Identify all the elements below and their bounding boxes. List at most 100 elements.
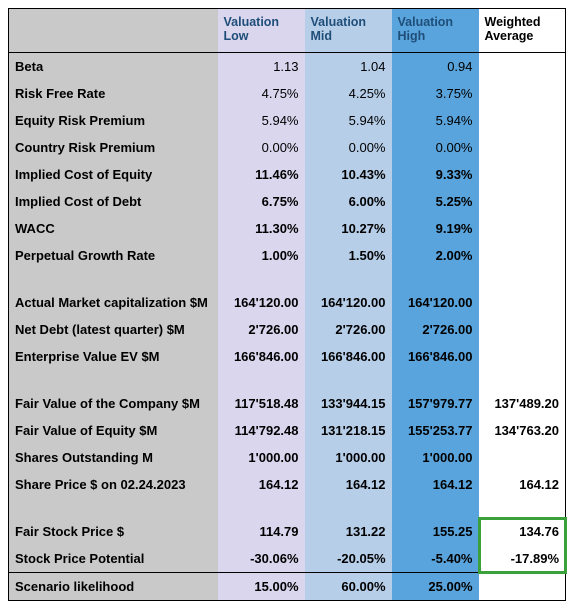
shares-wavg	[479, 444, 566, 471]
label-crp: Country Risk Premium	[9, 134, 218, 161]
row-icoe: Implied Cost of Equity 11.46% 10.43% 9.3…	[9, 161, 566, 188]
fsp-high: 155.25	[392, 518, 479, 545]
scen-high: 25.00%	[392, 573, 479, 601]
label-fvco: Fair Value of the Company $M	[9, 390, 218, 417]
spacer-3	[9, 498, 566, 518]
ndebt-high: 2'726.00	[392, 316, 479, 343]
label-pgr: Perpetual Growth Rate	[9, 242, 218, 269]
beta-low: 1.13	[218, 53, 305, 81]
row-icod: Implied Cost of Debt 6.75% 6.00% 5.25%	[9, 188, 566, 215]
crp-low: 0.00%	[218, 134, 305, 161]
wacc-mid: 10.27%	[305, 215, 392, 242]
ev-mid: 166'846.00	[305, 343, 392, 370]
header-blank	[9, 9, 218, 53]
beta-high: 0.94	[392, 53, 479, 81]
row-beta: Beta 1.13 1.04 0.94	[9, 53, 566, 81]
wacc-wavg	[479, 215, 566, 242]
ev-low: 166'846.00	[218, 343, 305, 370]
shares-high: 1'000.00	[392, 444, 479, 471]
header-low: Valuation Low	[218, 9, 305, 53]
erp-mid: 5.94%	[305, 107, 392, 134]
ndebt-wavg	[479, 316, 566, 343]
row-pgr: Perpetual Growth Rate 1.00% 1.50% 2.00%	[9, 242, 566, 269]
row-spp: Stock Price Potential -30.06% -20.05% -5…	[9, 545, 566, 573]
crp-mid: 0.00%	[305, 134, 392, 161]
label-fveq: Fair Value of Equity $M	[9, 417, 218, 444]
label-icoe: Implied Cost of Equity	[9, 161, 218, 188]
label-price: Share Price $ on 02.24.2023	[9, 471, 218, 498]
spacer-1	[9, 269, 566, 289]
beta-mid: 1.04	[305, 53, 392, 81]
ev-high: 166'846.00	[392, 343, 479, 370]
pgr-wavg	[479, 242, 566, 269]
label-mcap: Actual Market capitalization $M	[9, 289, 218, 316]
rfr-high: 3.75%	[392, 80, 479, 107]
row-fveq: Fair Value of Equity $M 114'792.48 131'2…	[9, 417, 566, 444]
fveq-low: 114'792.48	[218, 417, 305, 444]
valuation-table-container: Valuation Low Valuation Mid Valuation Hi…	[8, 8, 565, 601]
mcap-high: 164'120.00	[392, 289, 479, 316]
row-wacc: WACC 11.30% 10.27% 9.19%	[9, 215, 566, 242]
fsp-mid: 131.22	[305, 518, 392, 545]
beta-wavg	[479, 53, 566, 81]
fveq-high: 155'253.77	[392, 417, 479, 444]
rfr-low: 4.75%	[218, 80, 305, 107]
pgr-low: 1.00%	[218, 242, 305, 269]
ev-wavg	[479, 343, 566, 370]
label-rfr: Risk Free Rate	[9, 80, 218, 107]
fvco-wavg: 137'489.20	[479, 390, 566, 417]
spp-high: -5.40%	[392, 545, 479, 573]
erp-high: 5.94%	[392, 107, 479, 134]
price-low: 164.12	[218, 471, 305, 498]
scen-wavg	[479, 573, 566, 601]
row-scenario: Scenario likelihood 15.00% 60.00% 25.00%	[9, 573, 566, 601]
crp-high: 0.00%	[392, 134, 479, 161]
mcap-low: 164'120.00	[218, 289, 305, 316]
mcap-mid: 164'120.00	[305, 289, 392, 316]
spp-wavg: -17.89%	[479, 545, 566, 573]
header-row: Valuation Low Valuation Mid Valuation Hi…	[9, 9, 566, 53]
price-wavg: 164.12	[479, 471, 566, 498]
fsp-low: 114.79	[218, 518, 305, 545]
scen-mid: 60.00%	[305, 573, 392, 601]
row-ev: Enterprise Value EV $M 166'846.00 166'84…	[9, 343, 566, 370]
row-shares: Shares Outstanding M 1'000.00 1'000.00 1…	[9, 444, 566, 471]
row-mcap: Actual Market capitalization $M 164'120.…	[9, 289, 566, 316]
fsp-wavg: 134.76	[479, 518, 566, 545]
label-fsp: Fair Stock Price $	[9, 518, 218, 545]
scen-low: 15.00%	[218, 573, 305, 601]
label-icod: Implied Cost of Debt	[9, 188, 218, 215]
icoe-low: 11.46%	[218, 161, 305, 188]
row-erp: Equity Risk Premium 5.94% 5.94% 5.94%	[9, 107, 566, 134]
erp-wavg	[479, 107, 566, 134]
label-ev: Enterprise Value EV $M	[9, 343, 218, 370]
icoe-high: 9.33%	[392, 161, 479, 188]
shares-mid: 1'000.00	[305, 444, 392, 471]
crp-wavg	[479, 134, 566, 161]
ndebt-mid: 2'726.00	[305, 316, 392, 343]
row-rfr: Risk Free Rate 4.75% 4.25% 3.75%	[9, 80, 566, 107]
ndebt-low: 2'726.00	[218, 316, 305, 343]
rfr-wavg	[479, 80, 566, 107]
header-mid: Valuation Mid	[305, 9, 392, 53]
fveq-mid: 131'218.15	[305, 417, 392, 444]
price-mid: 164.12	[305, 471, 392, 498]
header-wavg: Weighted Average	[479, 9, 566, 53]
row-fsp: Fair Stock Price $ 114.79 131.22 155.25 …	[9, 518, 566, 545]
row-ndebt: Net Debt (latest quarter) $M 2'726.00 2'…	[9, 316, 566, 343]
rfr-mid: 4.25%	[305, 80, 392, 107]
spp-low: -30.06%	[218, 545, 305, 573]
label-shares: Shares Outstanding M	[9, 444, 218, 471]
spp-mid: -20.05%	[305, 545, 392, 573]
icod-low: 6.75%	[218, 188, 305, 215]
icoe-mid: 10.43%	[305, 161, 392, 188]
label-erp: Equity Risk Premium	[9, 107, 218, 134]
fvco-high: 157'979.77	[392, 390, 479, 417]
icod-high: 5.25%	[392, 188, 479, 215]
fvco-mid: 133'944.15	[305, 390, 392, 417]
shares-low: 1'000.00	[218, 444, 305, 471]
wacc-low: 11.30%	[218, 215, 305, 242]
row-crp: Country Risk Premium 0.00% 0.00% 0.00%	[9, 134, 566, 161]
wacc-high: 9.19%	[392, 215, 479, 242]
fvco-low: 117'518.48	[218, 390, 305, 417]
